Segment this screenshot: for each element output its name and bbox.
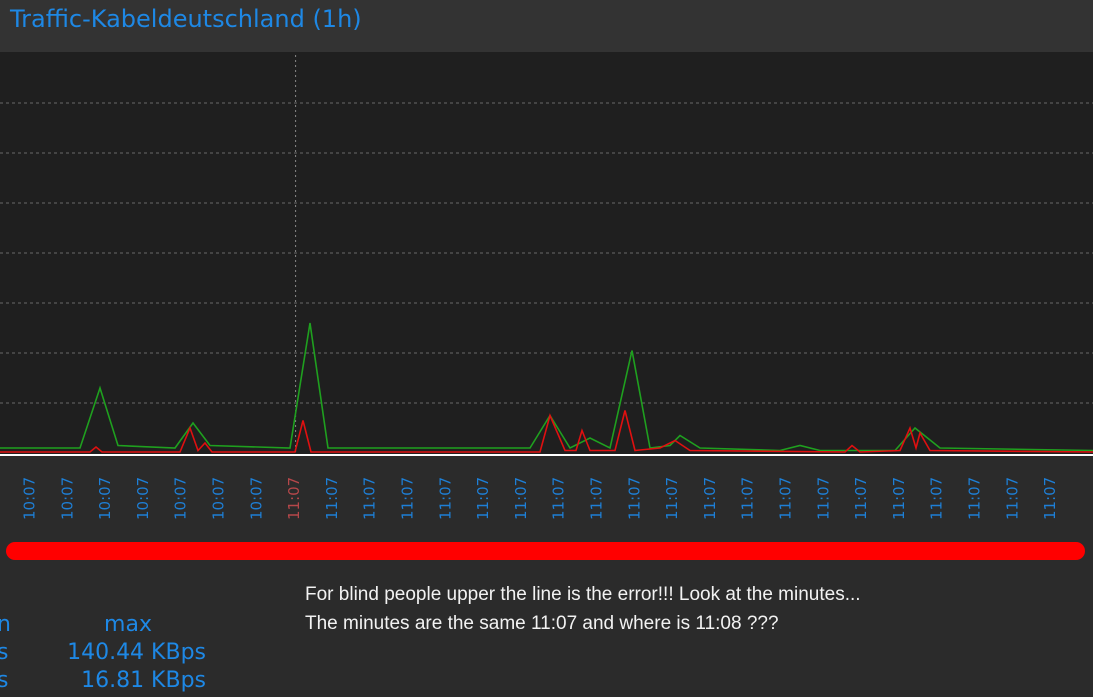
- stat-header: max: [104, 612, 152, 637]
- x-tick-label: 11:07: [739, 477, 757, 520]
- x-tick-label: 11:07: [436, 477, 454, 520]
- stat-label: s: [0, 668, 8, 693]
- x-tick-label: 11:07: [814, 477, 832, 520]
- series-line: [0, 410, 1093, 453]
- x-tick-label: 10:07: [21, 477, 39, 520]
- x-tick-label: 10:07: [172, 477, 190, 520]
- x-tick-label: 11:07: [1003, 477, 1021, 520]
- x-tick-label: 11:07: [474, 477, 492, 520]
- chart-title: Traffic-Kabeldeutschland (1h): [9, 5, 362, 33]
- annotation: The minutes are the same 11:07 and where…: [305, 613, 779, 634]
- stat-value: 140.44 KBps: [67, 640, 206, 665]
- x-tick-label: 10:07: [96, 477, 114, 520]
- x-tick-label: 11:07: [588, 477, 606, 520]
- stat-header: n: [0, 612, 11, 637]
- x-tick-label: 10:07: [247, 477, 265, 520]
- x-tick-label: 11:07: [701, 477, 719, 520]
- series-line: [0, 322, 1093, 452]
- x-tick-label: 11:07: [399, 477, 417, 520]
- x-tick-label: 11:07: [512, 477, 530, 520]
- x-tick-label: 11:07: [550, 477, 568, 520]
- x-tick-label: 11:07: [928, 477, 946, 520]
- title-bar: [0, 0, 1093, 52]
- x-tick-label: 11:07: [777, 477, 795, 520]
- x-tick-label: 10:07: [134, 477, 152, 520]
- x-tick-label: 11:07: [361, 477, 379, 520]
- x-tick-label: 10:07: [58, 477, 76, 520]
- x-tick-label: 11:07: [323, 477, 341, 520]
- x-tick-label: 10:07: [210, 477, 228, 520]
- annotation: For blind people upper the line is the e…: [305, 584, 861, 605]
- x-tick-label: 11:07: [625, 477, 643, 520]
- x-tick-label: 11:07: [966, 477, 984, 520]
- highlight-bar: [6, 542, 1085, 560]
- x-tick-label: 11:07: [890, 477, 908, 520]
- x-tick-label: 11:07: [1041, 477, 1059, 520]
- stat-value: 16.81 KBps: [81, 668, 206, 693]
- x-tick-label: 11:07: [852, 477, 870, 520]
- x-tick-label: 11:07: [663, 477, 681, 520]
- x-tick-label: 11:07: [285, 477, 303, 520]
- stat-label: s: [0, 640, 8, 665]
